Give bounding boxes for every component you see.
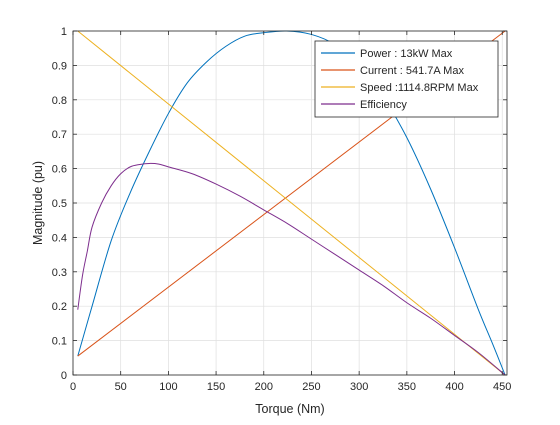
y-tick-label: 0.2 xyxy=(52,301,67,313)
power-series-line xyxy=(77,30,506,376)
y-tick-label: 0.8 xyxy=(52,95,67,107)
y-tick-label: 0.9 xyxy=(52,60,67,72)
legend-item-efficiency-label: Efficiency xyxy=(360,99,407,111)
x-tick-label: 250 xyxy=(302,381,320,393)
x-tick-label: 0 xyxy=(70,381,76,393)
y-tick-label: 0.1 xyxy=(52,336,67,348)
series-lines xyxy=(77,30,506,376)
x-tick-label: 300 xyxy=(350,381,368,393)
x-tick-label: 50 xyxy=(115,381,127,393)
y-tick-label: 0.3 xyxy=(52,267,67,279)
x-axis-title: Torque (Nm) xyxy=(255,402,324,416)
y-tick-label: 0.6 xyxy=(52,164,67,176)
y-tick-label: 0.4 xyxy=(52,232,67,244)
y-tick-label: 1 xyxy=(61,26,67,38)
x-tick-label: 200 xyxy=(255,381,273,393)
x-tick-label: 150 xyxy=(207,381,225,393)
x-tick-label: 400 xyxy=(445,381,463,393)
x-tick-label: 350 xyxy=(398,381,416,393)
y-axis-title: Magnitude (pu) xyxy=(31,161,45,245)
y-tick-label: 0.7 xyxy=(52,129,67,141)
legend-item-speed-label: Speed :1114.8RPM Max xyxy=(360,82,479,94)
legend-item-power-label: Power : 13kW Max xyxy=(360,48,453,60)
y-tick-label: 0 xyxy=(61,370,67,382)
legend-item-current-label: Current : 541.7A Max xyxy=(360,65,464,77)
speed-series-line xyxy=(77,30,506,376)
x-tick-label: 450 xyxy=(493,381,511,393)
axis-ticks: 0 50 100 150 200 250 300 350 400 450 0 0.1 0.2 0.3 0.4… xyxy=(52,26,512,393)
efficiency-series-line xyxy=(77,162,506,376)
y-tick-label: 0.5 xyxy=(52,198,67,210)
x-tick-label: 100 xyxy=(159,381,177,393)
legend: Power : 13kW Max Current : 541.7A Max Spee… xyxy=(314,40,499,118)
